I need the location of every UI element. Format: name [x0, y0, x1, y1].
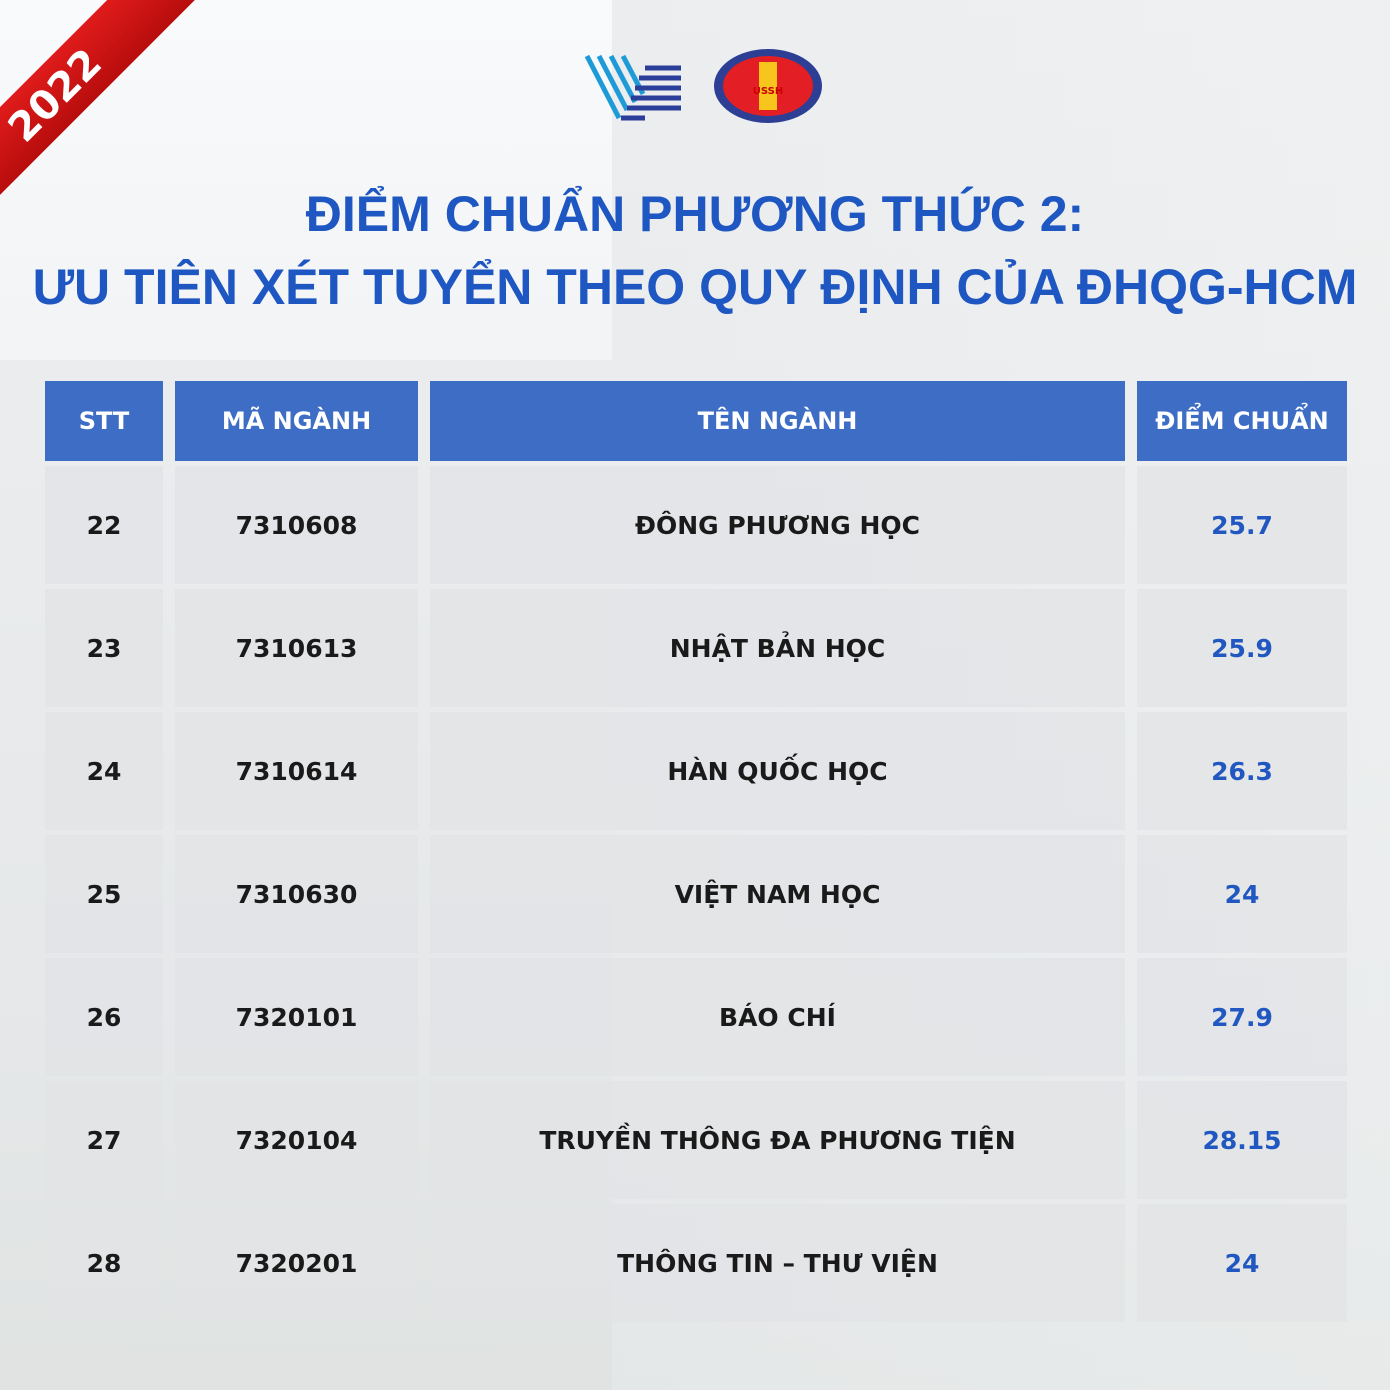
score-cell: 25.9: [1137, 589, 1347, 707]
ussh-logo: USSH: [714, 49, 822, 123]
header-ma-nganh: MÃ NGÀNH: [175, 381, 418, 461]
table-header: STT MÃ NGÀNH TÊN NGÀNH ĐIỂM CHUẨN: [45, 381, 1347, 461]
score-cell: 27.9: [1137, 958, 1347, 1076]
major-cell: BÁO CHÍ: [430, 958, 1125, 1076]
stt-cell: 22: [45, 466, 163, 584]
header-stt: STT: [45, 381, 163, 461]
table-row: 28 7320201 THÔNG TIN – THƯ VIỆN 24: [45, 1204, 1347, 1322]
code-cell: 7310613: [175, 589, 418, 707]
code-cell: 7310608: [175, 466, 418, 584]
title-line-1: ĐIỂM CHUẨN PHƯƠNG THỨC 2:: [305, 186, 1085, 242]
stt-cell: 24: [45, 712, 163, 830]
stt-cell: 25: [45, 835, 163, 953]
header-diem-chuan: ĐIỂM CHUẨN: [1137, 381, 1347, 461]
title-line-2: ƯU TIÊN XÉT TUYỂN THEO QUY ĐỊNH CỦA ĐHQG…: [32, 259, 1358, 315]
score-cell: 26.3: [1137, 712, 1347, 830]
stt-cell: 28: [45, 1204, 163, 1322]
table-row: 24 7310614 HÀN QUỐC HỌC 26.3: [45, 712, 1347, 830]
score-cell: 25.7: [1137, 466, 1347, 584]
code-cell: 7320201: [175, 1204, 418, 1322]
stt-cell: 23: [45, 589, 163, 707]
score-cell: 24: [1137, 835, 1347, 953]
vnu-logo: [585, 54, 681, 121]
score-table: STT MÃ NGÀNH TÊN NGÀNH ĐIỂM CHUẨN 22 7310…: [33, 376, 1359, 1327]
code-cell: 7310614: [175, 712, 418, 830]
score-cell: 28.15: [1137, 1081, 1347, 1199]
code-cell: 7320101: [175, 958, 418, 1076]
major-cell: HÀN QUỐC HỌC: [430, 712, 1125, 830]
code-cell: 7310630: [175, 835, 418, 953]
logos: USSH: [585, 48, 823, 124]
major-cell: ĐÔNG PHƯƠNG HỌC: [430, 466, 1125, 584]
score-cell: 24: [1137, 1204, 1347, 1322]
table-row: 26 7320101 BÁO CHÍ 27.9: [45, 958, 1347, 1076]
table-row: 23 7310613 NHẬT BẢN HỌC 25.9: [45, 589, 1347, 707]
major-cell: VIỆT NAM HỌC: [430, 835, 1125, 953]
header-ten-nganh: TÊN NGÀNH: [430, 381, 1125, 461]
code-cell: 7320104: [175, 1081, 418, 1199]
major-cell: THÔNG TIN – THƯ VIỆN: [430, 1204, 1125, 1322]
stt-cell: 27: [45, 1081, 163, 1199]
major-cell: TRUYỀN THÔNG ĐA PHƯƠNG TIỆN: [430, 1081, 1125, 1199]
stt-cell: 26: [45, 958, 163, 1076]
table-row: 25 7310630 VIỆT NAM HỌC 24: [45, 835, 1347, 953]
table-row: 22 7310608 ĐÔNG PHƯƠNG HỌC 25.7: [45, 466, 1347, 584]
major-cell: NHẬT BẢN HỌC: [430, 589, 1125, 707]
table-row: 27 7320104 TRUYỀN THÔNG ĐA PHƯƠNG TIỆN 28.1…: [45, 1081, 1347, 1199]
svg-text:USSH: USSH: [753, 86, 783, 97]
